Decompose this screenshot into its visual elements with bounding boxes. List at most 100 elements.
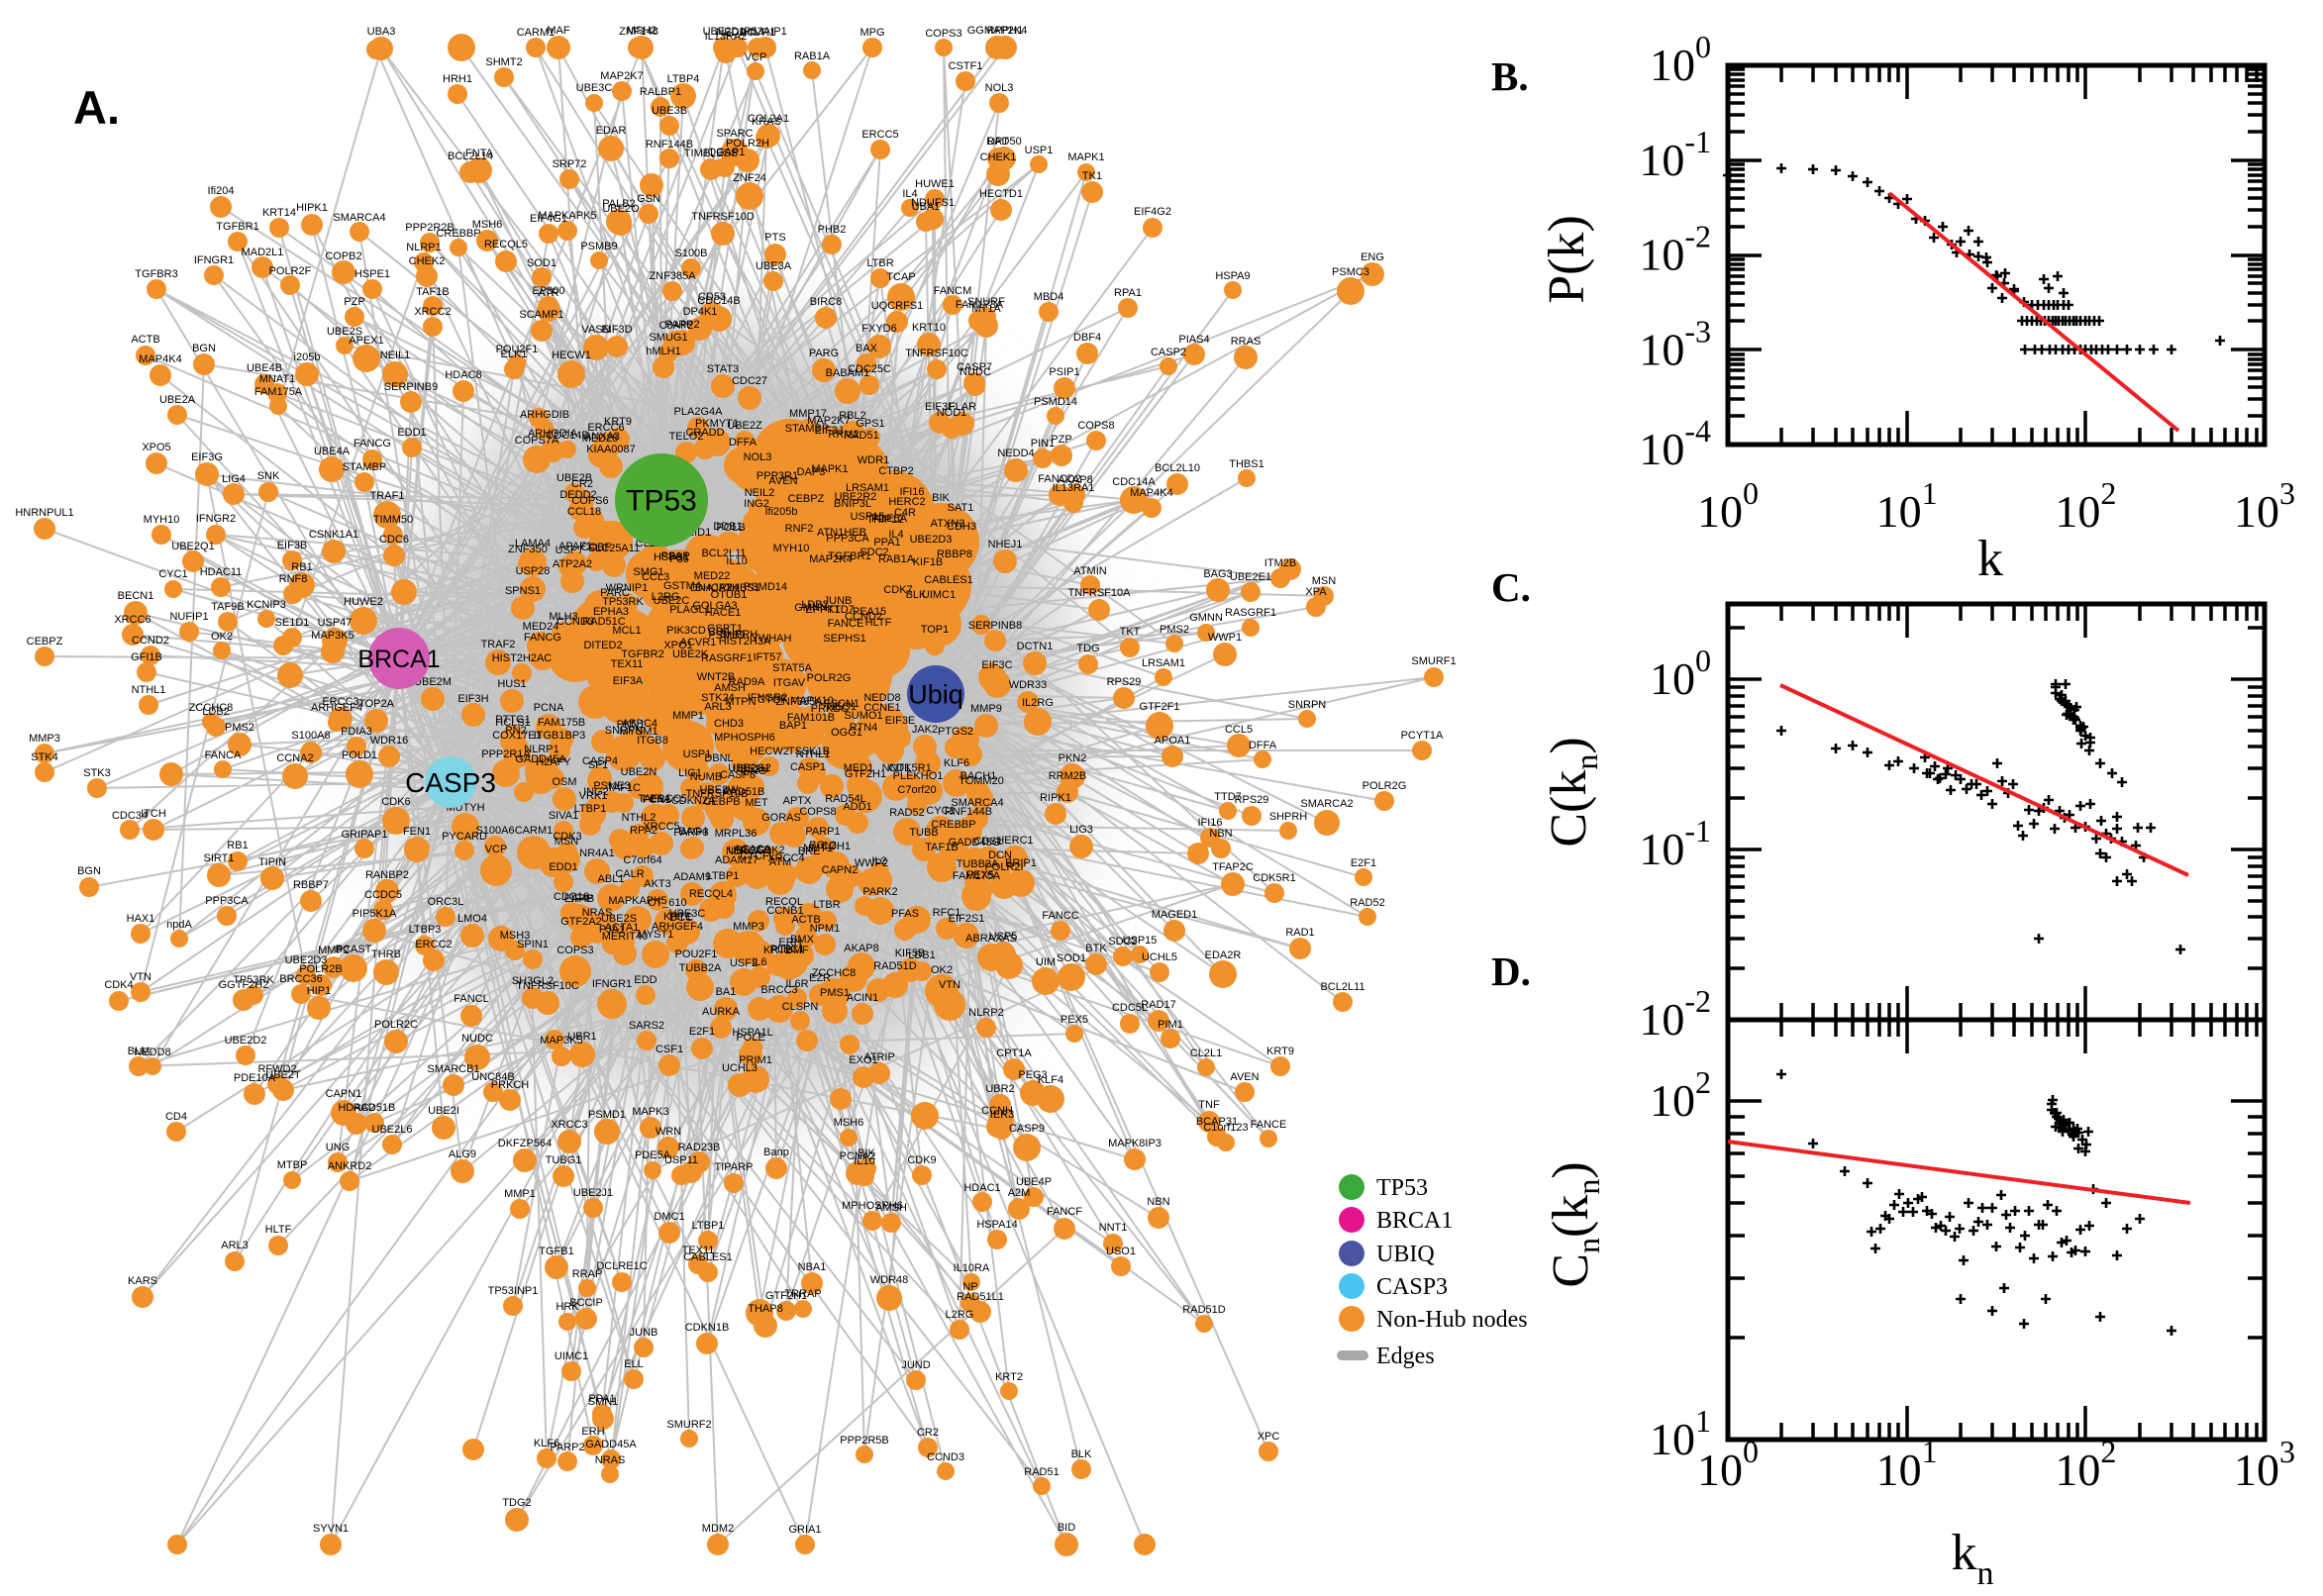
svg-text:BCCIP: BCCIP [569,1297,603,1309]
svg-text:USP11: USP11 [664,1154,698,1166]
svg-text:ACIN1: ACIN1 [847,992,878,1004]
svg-text:PARK2: PARK2 [862,886,897,898]
svg-text:POLR2I: POLR2I [984,861,1023,873]
svg-text:CCL18: CCL18 [567,506,601,518]
svg-text:PPP3CA: PPP3CA [826,533,869,545]
svg-text:JAK2: JAK2 [912,724,938,736]
svg-text:EDA2R: EDA2R [1205,949,1242,961]
svg-text:GMNN: GMNN [794,602,828,614]
svg-text:TNFRSF10C: TNFRSF10C [516,980,579,992]
svg-text:THBS1: THBS1 [1229,458,1263,470]
svg-text:PIM1: PIM1 [1158,1019,1183,1031]
svg-text:TUBG1: TUBG1 [546,1154,582,1166]
svg-text:HSPA9: HSPA9 [1215,270,1250,282]
svg-text:MAP2K7: MAP2K7 [600,70,643,82]
svg-text:LIG3: LIG3 [1069,824,1093,836]
svg-text:POLR2G: POLR2G [807,672,852,684]
svg-text:MNAT1: MNAT1 [259,373,295,385]
svg-text:PKMYT1: PKMYT1 [695,418,739,430]
svg-text:ITM2B: ITM2B [1264,557,1296,569]
svg-text:GFI1B: GFI1B [131,651,162,663]
svg-text:FANCG: FANCG [524,632,561,644]
svg-text:C1orf123: C1orf123 [1203,1122,1248,1134]
svg-text:UIMC1: UIMC1 [922,589,956,601]
svg-text:BMX: BMX [790,934,815,946]
svg-text:TCAP: TCAP [886,271,915,283]
svg-text:ZNF24: ZNF24 [733,172,766,184]
svg-text:AKAP8: AKAP8 [844,943,878,954]
svg-text:VTN: VTN [130,971,152,983]
svg-text:ERCC5: ERCC5 [650,793,686,805]
svg-text:TIPARP: TIPARP [715,1161,754,1173]
svg-text:BCL2: BCL2 [809,840,837,851]
svg-text:ARHGEF4: ARHGEF4 [652,921,703,933]
svg-text:RNF2: RNF2 [785,523,814,535]
svg-text:RNF144B: RNF144B [945,806,992,818]
svg-text:PCYT1A: PCYT1A [1401,730,1444,742]
svg-text:KIAA0087: KIAA0087 [586,444,636,455]
svg-text:P35: P35 [669,553,689,565]
svg-text:EDD1: EDD1 [549,861,577,873]
svg-text:DBF4: DBF4 [1073,332,1101,344]
svg-text:STK24: STK24 [701,692,735,704]
svg-text:PCNA: PCNA [534,702,564,714]
svg-text:PEA15: PEA15 [853,606,886,618]
svg-text:TFAP2C: TFAP2C [1212,861,1254,873]
svg-text:RASGRF1: RASGRF1 [1225,607,1276,619]
svg-text:RAD51: RAD51 [1024,1466,1059,1478]
svg-text:FAM173A: FAM173A [956,299,1004,311]
svg-text:FANCC: FANCC [1042,910,1078,922]
svg-text:PMS1: PMS1 [820,987,850,999]
svg-text:CDK7: CDK7 [883,584,912,596]
svg-text:XRCC6: XRCC6 [114,614,151,626]
svg-text:POLR2H: POLR2H [726,138,769,150]
svg-text:FLAR: FLAR [949,401,976,413]
svg-text:NEIL2: NEIL2 [745,487,775,499]
svg-text:UBE2D2: UBE2D2 [225,1035,267,1047]
svg-text:CHD3: CHD3 [714,718,744,730]
svg-text:E2F1: E2F1 [689,1026,715,1038]
svg-text:CASP3: CASP3 [405,767,496,798]
svg-text:HUWE2: HUWE2 [344,596,383,608]
svg-text:RAD23B: RAD23B [678,1142,721,1153]
svg-text:EIF3H: EIF3H [457,693,488,705]
svg-text:ZCCHC8: ZCCHC8 [189,702,234,714]
svg-text:CAPN2: CAPN2 [822,864,858,876]
svg-text:VCP: VCP [745,51,767,63]
svg-text:UBE2T: UBE2T [265,1069,301,1081]
svg-text:ING2: ING2 [583,786,609,798]
svg-text:DP4K1: DP4K1 [683,306,718,318]
svg-text:DAP3: DAP3 [797,466,826,478]
svg-text:GOLGA3: GOLGA3 [692,600,737,612]
svg-text:RBBP8: RBBP8 [937,549,972,560]
svg-text:TIMM50: TIMM50 [373,514,413,526]
svg-text:XPO1: XPO1 [663,640,692,651]
svg-text:SHPRH: SHPRH [1269,811,1308,823]
svg-text:SAT1: SAT1 [948,502,974,514]
svg-text:BLM: BLM [128,1046,151,1057]
svg-text:NEIL1: NEIL1 [380,349,411,361]
svg-text:LDB2: LDB2 [801,599,829,611]
svg-text:MED1: MED1 [844,762,874,774]
svg-text:NEDD8: NEDD8 [863,692,900,704]
svg-text:UIMC1: UIMC1 [555,1350,588,1362]
svg-text:OSM: OSM [552,776,576,788]
svg-text:POLE: POLE [736,1032,764,1044]
svg-text:PARC: PARC [600,587,630,599]
svg-text:TDG: TDG [1076,643,1099,654]
svg-text:EPHA3: EPHA3 [593,606,629,618]
svg-text:CREBBP: CREBBP [436,228,480,240]
svg-text:CSF1: CSF1 [656,1044,683,1055]
svg-text:LRSAM1: LRSAM1 [846,482,889,494]
svg-text:UCHL3: UCHL3 [722,1062,758,1074]
svg-text:CCNH: CCNH [981,1105,1013,1117]
svg-text:ADD1: ADD1 [843,801,871,813]
svg-text:USF2: USF2 [730,957,758,969]
svg-text:HRH1: HRH1 [443,73,472,85]
svg-text:TAF1C: TAF1C [607,782,641,794]
svg-text:DITED2: DITED2 [583,640,622,651]
svg-text:HSPA14: HSPA14 [976,1219,1017,1231]
svg-text:NLRP2: NLRP2 [968,1007,1003,1019]
svg-text:MCL1: MCL1 [612,625,641,637]
svg-text:ARHGDIA: ARHGDIA [528,428,578,440]
